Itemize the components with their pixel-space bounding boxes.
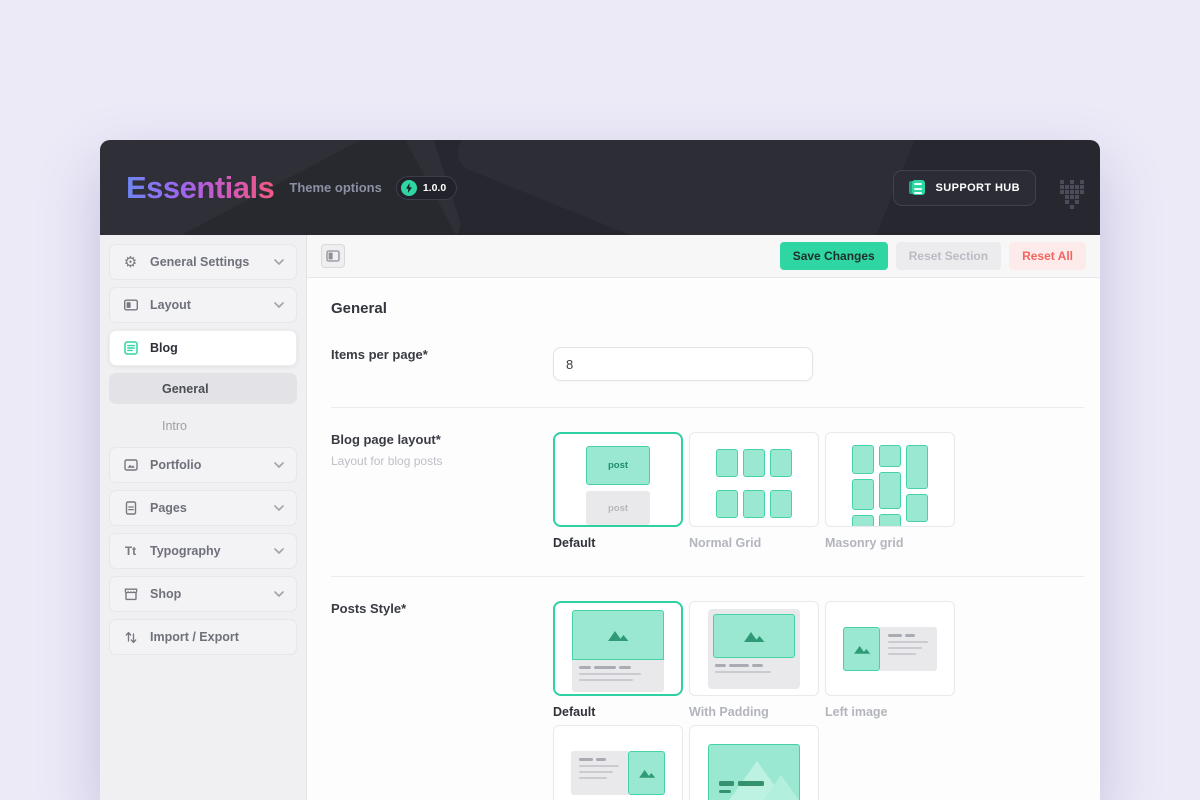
posts-style-option-full-image[interactable]: Full Image — [689, 725, 819, 800]
option-label: Masonry grid — [825, 536, 904, 550]
gear-icon: ⚙ — [123, 253, 138, 271]
posts-style-default-preview — [553, 601, 683, 696]
page-subtitle: Theme options — [289, 180, 382, 195]
blog-layout-options: post post Default — [553, 432, 955, 550]
typography-icon: Tt — [124, 544, 137, 558]
posts-style-row: Posts Style* — [331, 601, 1084, 800]
option-label: Normal Grid — [689, 536, 762, 550]
sidebar-item-label: Typography — [150, 544, 221, 558]
theme-options-window: Essentials Theme options 1.0.0 SUPPORT H… — [100, 140, 1100, 800]
chevron-down-icon — [274, 591, 284, 597]
version-number: 1.0.0 — [422, 181, 447, 194]
mountain-watermark-icon — [729, 761, 799, 800]
mountain-icon — [744, 632, 765, 642]
sidebar-item-label: General Settings — [150, 255, 250, 269]
settings-content: General Items per page* Blog page layout… — [307, 278, 1100, 800]
items-per-page-label: Items per page* — [331, 347, 428, 362]
sidebar-item-layout[interactable]: Layout — [109, 287, 297, 323]
blog-icon — [122, 340, 139, 356]
chevron-down-icon — [274, 462, 284, 468]
posts-style-option-default[interactable]: Default — [553, 601, 683, 719]
blog-layout-option-normal-grid[interactable]: Normal Grid — [689, 432, 819, 550]
blog-layout-option-masonry[interactable]: Masonry grid — [825, 432, 955, 550]
posts-style-label: Posts Style* — [331, 601, 407, 616]
option-label: Default — [553, 705, 596, 719]
sidebar-item-label: Shop — [150, 587, 182, 601]
posts-style-right-image-preview — [553, 725, 683, 800]
layout-icon — [122, 297, 139, 313]
option-label: Default — [553, 536, 596, 550]
sidebar-item-pages[interactable]: Pages — [109, 490, 297, 526]
chevron-down-icon — [274, 302, 284, 308]
version-badge: 1.0.0 — [395, 175, 458, 200]
mountain-icon — [608, 631, 629, 641]
items-per-page-input[interactable] — [553, 347, 813, 381]
header-decoration — [452, 140, 928, 235]
blog-layout-default-preview: post post — [553, 432, 683, 527]
sidebar-item-label: Layout — [150, 298, 191, 312]
posts-style-options: Default — [553, 601, 973, 800]
brand-logo: Essentials — [126, 169, 275, 205]
save-changes-button[interactable]: Save Changes — [779, 242, 888, 270]
chevron-down-icon — [274, 259, 284, 265]
pixfort-pixel-logo-icon[interactable] — [1060, 179, 1064, 184]
reset-section-button[interactable]: Reset Section — [895, 242, 1002, 270]
pages-icon — [122, 500, 139, 516]
bolt-icon — [400, 179, 417, 196]
mountain-icon — [638, 769, 655, 778]
sidebar-item-label: Blog — [150, 341, 178, 355]
support-hub-label: SUPPORT HUB — [935, 181, 1020, 194]
sidebar-item-general-settings[interactable]: ⚙ General Settings — [109, 244, 297, 280]
sidebar-toggle-button[interactable] — [321, 244, 345, 268]
posts-style-full-image-preview — [689, 725, 819, 800]
shop-icon — [122, 586, 139, 602]
section-divider — [331, 407, 1084, 408]
sidebar-item-label: Portfolio — [150, 458, 202, 472]
posts-style-option-right-image[interactable]: Right image — [553, 725, 683, 800]
posts-style-option-left-image[interactable]: Left image — [825, 601, 955, 719]
sidebar-subitem-intro[interactable]: Intro — [162, 418, 188, 433]
chevron-down-icon — [274, 505, 284, 511]
app-header: Essentials Theme options 1.0.0 SUPPORT H… — [100, 140, 1100, 235]
sidebar-item-label: Pages — [150, 501, 187, 515]
blog-layout-masonry-preview — [825, 432, 955, 527]
items-per-page-row: Items per page* — [331, 347, 1084, 381]
post-preview-ghost-block: post — [586, 491, 650, 525]
portfolio-icon — [122, 457, 139, 473]
section-title: General — [331, 300, 387, 317]
blog-layout-label: Blog page layout* — [331, 432, 441, 447]
blog-layout-description: Layout for blog posts — [331, 454, 443, 468]
sidebar-item-typography[interactable]: Tt Typography — [109, 533, 297, 569]
post-preview-block: post — [586, 446, 650, 486]
sidebar-item-label: Import / Export — [150, 630, 239, 644]
mountain-icon — [853, 645, 870, 654]
docs-icon — [908, 179, 927, 196]
posts-style-padding-preview — [689, 601, 819, 696]
import-export-icon — [122, 630, 139, 645]
option-label: With Padding — [689, 705, 769, 719]
section-divider — [331, 576, 1084, 577]
sidebar-subitem-general[interactable]: General — [109, 373, 297, 404]
option-label: Left image — [825, 705, 888, 719]
blog-layout-grid-preview — [689, 432, 819, 527]
sidebar-item-blog[interactable]: Blog — [109, 330, 297, 366]
blog-layout-option-default[interactable]: post post Default — [553, 432, 683, 550]
blog-layout-row: Blog page layout* Layout for blog posts … — [331, 432, 1084, 550]
reset-all-button[interactable]: Reset All — [1009, 242, 1086, 270]
sidebar: ⚙ General Settings Layout Blog General I… — [100, 235, 307, 800]
chevron-down-icon — [274, 548, 284, 554]
posts-style-option-with-padding[interactable]: With Padding — [689, 601, 819, 719]
sidebar-item-import-export[interactable]: Import / Export — [109, 619, 297, 655]
sidebar-item-portfolio[interactable]: Portfolio — [109, 447, 297, 483]
toolbar: Save Changes Reset Section Reset All — [307, 235, 1100, 278]
sidebar-item-shop[interactable]: Shop — [109, 576, 297, 612]
main-panel: Save Changes Reset Section Reset All Gen… — [307, 235, 1100, 800]
posts-style-left-image-preview — [825, 601, 955, 696]
support-hub-button[interactable]: SUPPORT HUB — [892, 169, 1036, 206]
